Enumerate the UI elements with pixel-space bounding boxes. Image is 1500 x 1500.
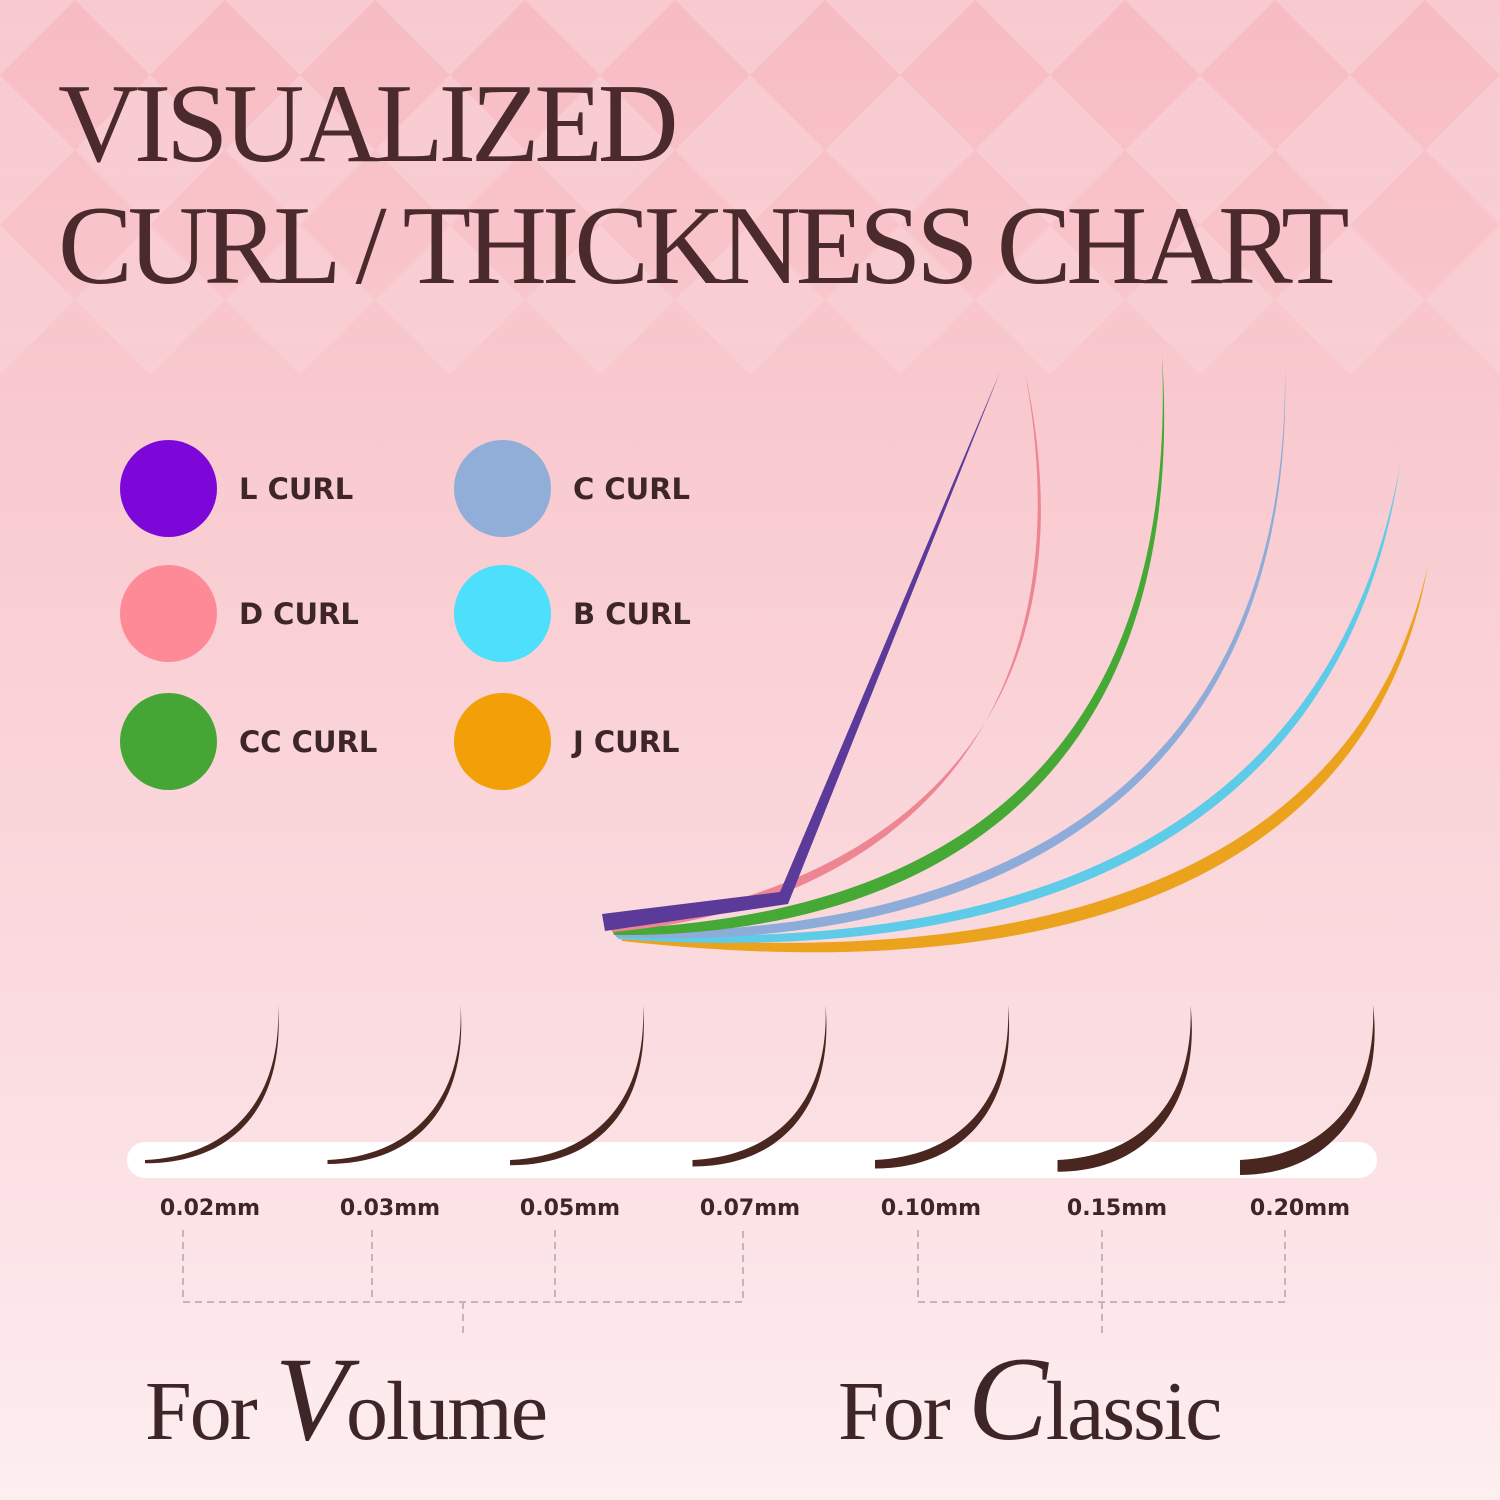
cc-curl-curve [612, 355, 1165, 936]
for-volume-label: For Volume [145, 1330, 548, 1468]
group-prefix: For [838, 1365, 951, 1458]
color-swatch [454, 693, 551, 790]
l-curl-curve [602, 372, 1000, 931]
group-rest: lassic [1045, 1365, 1223, 1458]
legend-item-j-curl: J CURL [454, 693, 680, 790]
legend-item-d-curl: D CURL [120, 565, 359, 662]
lash-0.03mm [327, 1005, 462, 1164]
for-classic-label: For Classic [838, 1330, 1223, 1468]
legend-label: CC CURL [239, 724, 378, 759]
legend-label: C CURL [573, 471, 691, 506]
legend-item-b-curl: B CURL [454, 565, 691, 662]
legend-item-l-curl: L CURL [120, 440, 353, 537]
thickness-label: 0.10mm [880, 1196, 982, 1221]
color-swatch [454, 565, 551, 662]
group-rest: olume [346, 1365, 548, 1458]
thickness-label: 0.03mm [339, 1196, 441, 1221]
script-initial: V [274, 1332, 348, 1465]
j-curl-curve [620, 565, 1428, 953]
legend-label: L CURL [239, 471, 354, 506]
group-prefix: For [145, 1365, 258, 1458]
legend-item-cc-curl: CC CURL [120, 693, 377, 790]
group-brackets [182, 1230, 1286, 1335]
thickness-label: 0.20mm [1249, 1196, 1351, 1221]
legend-label: J CURL [573, 724, 680, 759]
lash-0.05mm [510, 1005, 644, 1166]
legend-label: D CURL [239, 596, 359, 631]
title-line-1: VISUALIZED [58, 62, 679, 186]
legend-label: B CURL [573, 596, 691, 631]
b-curl-curve [616, 465, 1400, 943]
color-swatch [120, 565, 217, 662]
lash-0.10mm [875, 1005, 1010, 1169]
thickness-label: 0.02mm [159, 1196, 261, 1221]
color-swatch [120, 440, 217, 537]
c-curl-curve [614, 365, 1286, 939]
thickness-lashes [145, 1005, 1375, 1175]
volume-bracket [182, 1230, 744, 1335]
script-initial: C [967, 1332, 1048, 1465]
thickness-label: 0.07mm [699, 1196, 801, 1221]
color-swatch [454, 440, 551, 537]
thickness-label: 0.05mm [519, 1196, 621, 1221]
diamond-pattern-background [0, 0, 1500, 375]
color-swatch [120, 693, 217, 790]
legend-item-c-curl: C CURL [454, 440, 690, 537]
thickness-label: 0.15mm [1066, 1196, 1168, 1221]
classic-bracket [917, 1230, 1286, 1335]
d-curl-curve [610, 372, 1041, 932]
lash-0.02mm [145, 1005, 279, 1164]
lash-0.07mm [692, 1005, 827, 1167]
curl-curves [602, 355, 1428, 953]
title-line-2: CURL / THICKNESS CHART [58, 184, 1350, 308]
